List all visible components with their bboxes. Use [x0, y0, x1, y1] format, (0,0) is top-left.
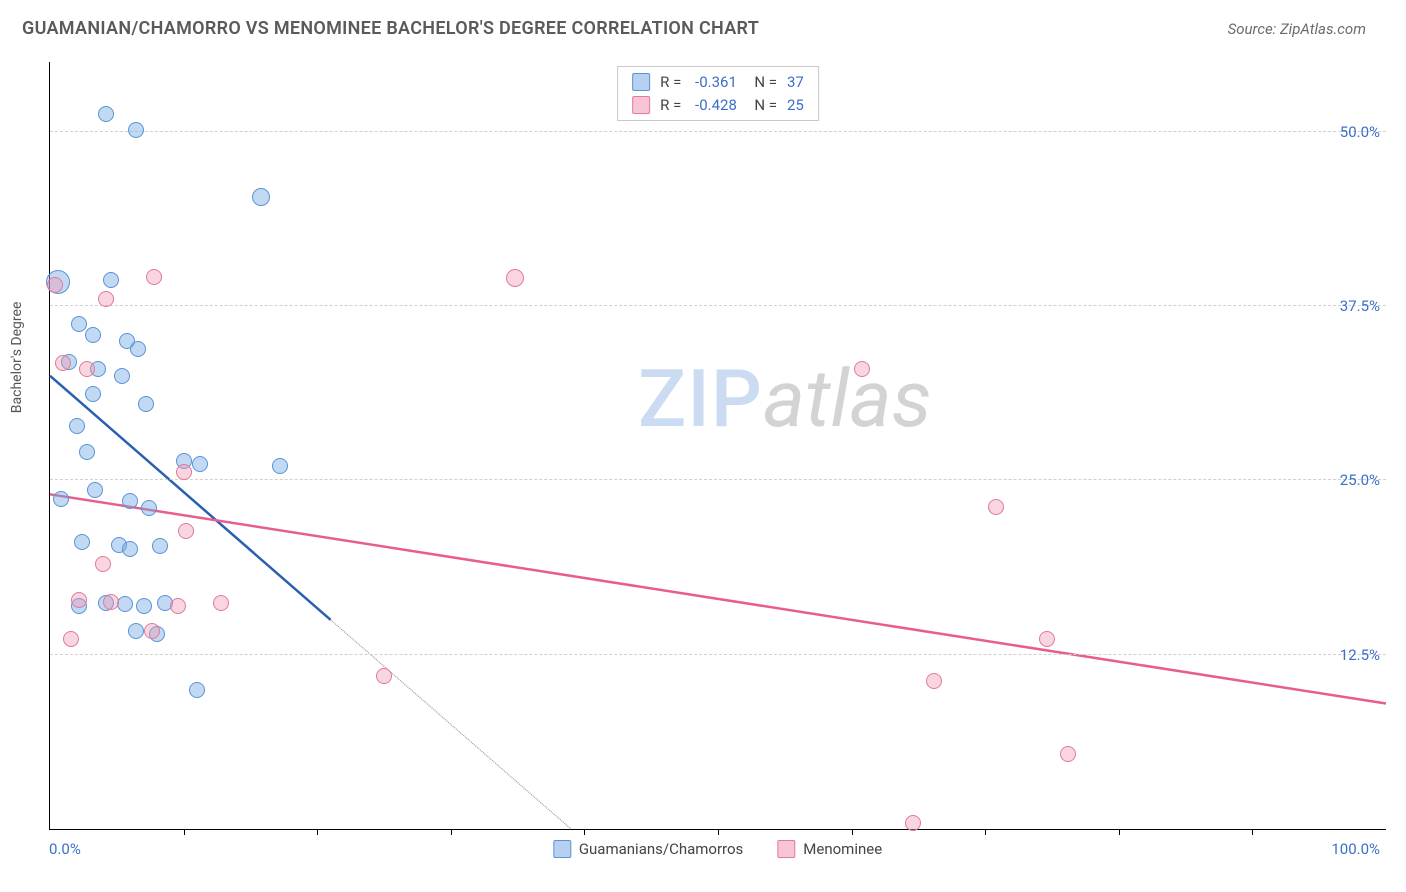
watermark-zip: ZIP: [638, 352, 763, 446]
data-point-menominee: [213, 595, 229, 611]
gridline-h: [50, 479, 1386, 480]
data-point-menominee: [146, 269, 162, 285]
legend-r-label: R =: [660, 71, 685, 94]
gridline-h: [50, 305, 1386, 306]
data-point-menominee: [176, 464, 192, 480]
data-point-guamanians: [272, 458, 288, 474]
legend-swatch: [632, 73, 650, 91]
legend-swatch: [777, 840, 795, 858]
data-point-menominee: [55, 355, 71, 371]
data-point-menominee: [1060, 746, 1076, 762]
legend-r-value: -0.361: [695, 71, 737, 94]
data-point-guamanians: [136, 598, 152, 614]
data-point-guamanians: [53, 491, 69, 507]
correlation-legend-row: R = -0.428 N = 25: [632, 94, 804, 117]
data-point-guamanians: [122, 493, 138, 509]
data-point-menominee: [926, 673, 942, 689]
legend-r-label: R =: [660, 94, 685, 117]
series-legend: Guamanians/Chamorros Menominee: [553, 840, 882, 858]
legend-n-value: 37: [787, 71, 804, 94]
chart-header: GUAMANIAN/CHAMORRO VS MENOMINEE BACHELOR…: [0, 0, 1406, 39]
data-point-menominee: [988, 499, 1004, 515]
y-tick-label: 25.0%: [1340, 471, 1380, 489]
data-point-menominee: [1039, 631, 1055, 647]
gridline-h: [50, 654, 1386, 655]
data-point-guamanians: [85, 327, 101, 343]
y-tick-label: 50.0%: [1340, 123, 1380, 141]
data-point-menominee: [79, 361, 95, 377]
data-point-guamanians: [79, 444, 95, 460]
watermark: ZIPatlas: [638, 352, 932, 446]
y-tick-label: 12.5%: [1340, 646, 1380, 664]
correlation-legend-row: R = -0.361 N = 37: [632, 71, 804, 94]
data-point-guamanians: [74, 534, 90, 550]
data-point-guamanians: [103, 272, 119, 288]
data-point-menominee: [63, 631, 79, 647]
trend-lines: [50, 62, 1386, 829]
watermark-atlas: atlas: [763, 352, 932, 446]
data-point-menominee: [905, 815, 921, 831]
series-legend-label: Menominee: [803, 840, 882, 858]
series-legend-label: Guamanians/Chamorros: [579, 840, 743, 858]
data-point-guamanians: [192, 456, 208, 472]
data-point-guamanians: [114, 368, 130, 384]
y-tick-label: 37.5%: [1340, 297, 1380, 315]
data-point-guamanians: [87, 482, 103, 498]
data-point-guamanians: [138, 396, 154, 412]
data-point-guamanians: [85, 386, 101, 402]
series-legend-item: Guamanians/Chamorros: [553, 840, 743, 858]
legend-n-label: N =: [747, 71, 777, 94]
data-point-guamanians: [141, 500, 157, 516]
data-point-guamanians: [69, 418, 85, 434]
x-axis: 0.0% 100.0% Guamanians/Chamorros Menomine…: [49, 834, 1386, 860]
data-point-guamanians: [130, 341, 146, 357]
data-point-guamanians: [98, 106, 114, 122]
legend-swatch: [632, 96, 650, 114]
legend-swatch: [553, 840, 571, 858]
chart-container: Bachelor's Degree ZIPatlas R = -0.361 N …: [45, 62, 1386, 860]
correlation-legend: R = -0.361 N = 37 R = -0.428 N = 25: [617, 66, 819, 121]
x-max-label: 100.0%: [1331, 840, 1380, 858]
data-point-menominee: [376, 668, 392, 684]
data-point-menominee: [103, 594, 119, 610]
data-point-menominee: [47, 277, 63, 293]
data-point-guamanians: [71, 316, 87, 332]
data-point-menominee: [95, 556, 111, 572]
gridline-h: [50, 131, 1386, 132]
source-attribution: Source: ZipAtlas.com: [1228, 20, 1366, 38]
legend-n-label: N =: [747, 94, 777, 117]
legend-r-value: -0.428: [695, 94, 737, 117]
data-point-menominee: [98, 291, 114, 307]
data-point-menominee: [71, 592, 87, 608]
chart-title: GUAMANIAN/CHAMORRO VS MENOMINEE BACHELOR…: [22, 18, 759, 39]
data-point-guamanians: [122, 541, 138, 557]
y-axis-label: Bachelor's Degree: [9, 302, 25, 414]
data-point-menominee: [144, 623, 160, 639]
data-point-guamanians: [252, 188, 270, 206]
data-point-menominee: [854, 361, 870, 377]
data-point-guamanians: [128, 122, 144, 138]
legend-n-value: 25: [787, 94, 804, 117]
data-point-menominee: [506, 269, 524, 287]
plot-area: ZIPatlas R = -0.361 N = 37 R = -0.428 N = 2…: [49, 62, 1386, 830]
data-point-guamanians: [128, 623, 144, 639]
series-legend-item: Menominee: [777, 840, 882, 858]
data-point-menominee: [170, 598, 186, 614]
data-point-guamanians: [189, 682, 205, 698]
x-min-label: 0.0%: [49, 840, 81, 858]
data-point-menominee: [178, 523, 194, 539]
data-point-guamanians: [152, 538, 168, 554]
